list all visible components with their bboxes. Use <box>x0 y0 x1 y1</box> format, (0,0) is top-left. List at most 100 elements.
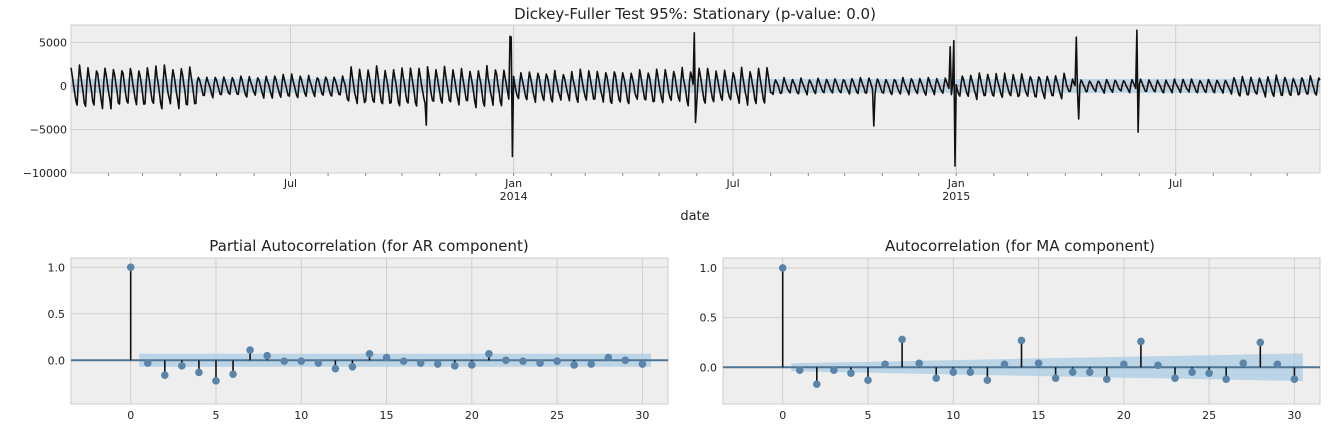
acf-marker <box>983 376 992 384</box>
pacf-marker <box>280 357 289 366</box>
pacf-marker <box>178 362 186 370</box>
timeseries-x-tick-label: Jul <box>1168 177 1182 190</box>
acf-marker <box>915 359 923 368</box>
pacf-marker <box>314 359 323 367</box>
acf-marker <box>1171 374 1179 382</box>
pacf-marker <box>143 359 152 367</box>
acf-marker <box>1068 368 1077 377</box>
acf-marker <box>1034 359 1043 368</box>
acf-y-tick-label: 0.0 <box>700 361 718 374</box>
acf-marker <box>1017 336 1026 345</box>
acf-marker <box>1290 375 1299 383</box>
pacf-marker <box>382 353 391 362</box>
acf-y-tick-label: 0.5 <box>700 312 718 325</box>
timeseries-x-tick-label: Jul <box>283 177 297 190</box>
acf-marker <box>813 380 821 388</box>
acf-x-tick-label: 0 <box>779 409 786 422</box>
pacf-y-tick-label: 0.0 <box>48 354 66 367</box>
pacf-marker <box>212 376 220 385</box>
acf-marker <box>1085 368 1094 377</box>
pacf-x-tick-label: 5 <box>212 409 219 422</box>
acf-marker <box>949 368 958 377</box>
acf-marker <box>1120 360 1128 369</box>
acf-marker <box>932 374 941 382</box>
timeseries-line <box>70 29 1321 167</box>
pacf-marker <box>433 360 442 368</box>
acf-marker <box>1273 360 1282 369</box>
pacf-marker <box>468 361 476 369</box>
acf-marker <box>898 335 906 344</box>
timeseries-y-tick-label: 0 <box>60 80 67 93</box>
acf-marker <box>830 366 838 375</box>
pacf-marker <box>195 368 203 377</box>
acf-marker <box>1000 360 1009 369</box>
acf-marker <box>1239 359 1248 368</box>
pacf-x-tick-label: 25 <box>550 409 564 422</box>
acf-marker <box>1137 337 1145 346</box>
acf-marker <box>1188 368 1196 377</box>
acf-x-tick-label: 10 <box>946 409 960 422</box>
acf-x-tick-label: 20 <box>1117 409 1131 422</box>
pacf-marker <box>450 362 459 370</box>
acf-stems <box>778 264 1299 388</box>
pacf-marker <box>399 357 408 366</box>
timeseries-y-tick-label: −10000 <box>23 167 67 180</box>
timeseries-y-tick-label: −5000 <box>30 123 67 136</box>
pacf-y-tick-label: 0.5 <box>48 308 66 321</box>
pacf-marker <box>365 349 374 358</box>
acf-x-tick-label: 30 <box>1287 409 1301 422</box>
timeseries-x-axis-label: date <box>680 209 709 224</box>
pacf-marker <box>604 353 613 362</box>
pacf-marker <box>348 363 357 371</box>
acf-marker <box>847 369 855 378</box>
acf-marker <box>1205 369 1213 378</box>
timeseries-series <box>70 29 1321 167</box>
pacf-marker <box>126 263 135 272</box>
pacf-title: Partial Autocorrelation (for AR componen… <box>209 237 528 255</box>
acf-marker <box>966 368 975 377</box>
acf-x-tick-label: 15 <box>1032 409 1046 422</box>
timeseries-x-tick-label: Jan <box>947 177 965 190</box>
acf-plot-area <box>722 257 1321 405</box>
acf-marker <box>1154 361 1162 370</box>
pacf-panel: 1.0 0.5 0.0 0 5 10 15 20 25 30 Partial Autocorre… <box>48 237 669 422</box>
pacf-stems <box>126 263 647 385</box>
acf-marker <box>1051 374 1060 382</box>
pacf-marker <box>502 356 510 365</box>
pacf-marker <box>519 357 527 366</box>
pacf-x-tick-label: 20 <box>465 409 479 422</box>
acf-x-tick-label: 25 <box>1202 409 1216 422</box>
pacf-marker <box>536 359 544 367</box>
pacf-x-tick-label: 15 <box>380 409 394 422</box>
acf-y-tick-label: 1.0 <box>700 262 718 275</box>
timeseries-x-tick-label: Jan <box>504 177 522 190</box>
pacf-marker <box>161 371 169 379</box>
acf-marker <box>795 366 804 375</box>
acf-marker <box>881 360 889 369</box>
acf-marker <box>864 376 872 384</box>
pacf-marker <box>587 360 596 368</box>
acf-marker <box>1222 375 1230 383</box>
timeseries-x-tick-year: 2014 <box>500 190 528 203</box>
timeseries-x-tick-year: 2015 <box>942 190 970 203</box>
pacf-marker <box>485 349 493 358</box>
pacf-x-tick-label: 10 <box>294 409 308 422</box>
pacf-y-ticks: 1.0 0.5 0.0 <box>48 261 66 367</box>
timeseries-y-tick-label: 5000 <box>39 36 67 49</box>
timeseries-title: Dickey-Fuller Test 95%: Stationary (p-va… <box>514 5 876 23</box>
acf-title: Autocorrelation (for MA component) <box>885 237 1155 255</box>
acf-panel: 1.0 0.5 0.0 0 5 10 15 20 25 30 Autocorrelation (… <box>700 237 1321 422</box>
acf-marker <box>778 264 787 272</box>
pacf-x-ticks: 0 5 10 15 20 25 30 <box>127 409 649 422</box>
acf-marker <box>1102 375 1111 383</box>
pacf-marker <box>638 360 647 368</box>
pacf-plot-area <box>70 257 669 405</box>
pacf-marker <box>570 361 578 369</box>
pacf-marker <box>416 359 425 367</box>
acf-marker <box>1256 338 1265 347</box>
timeseries-y-ticks: 5000 0 −5000 −10000 <box>23 36 67 180</box>
pacf-y-tick-label: 1.0 <box>48 261 66 274</box>
